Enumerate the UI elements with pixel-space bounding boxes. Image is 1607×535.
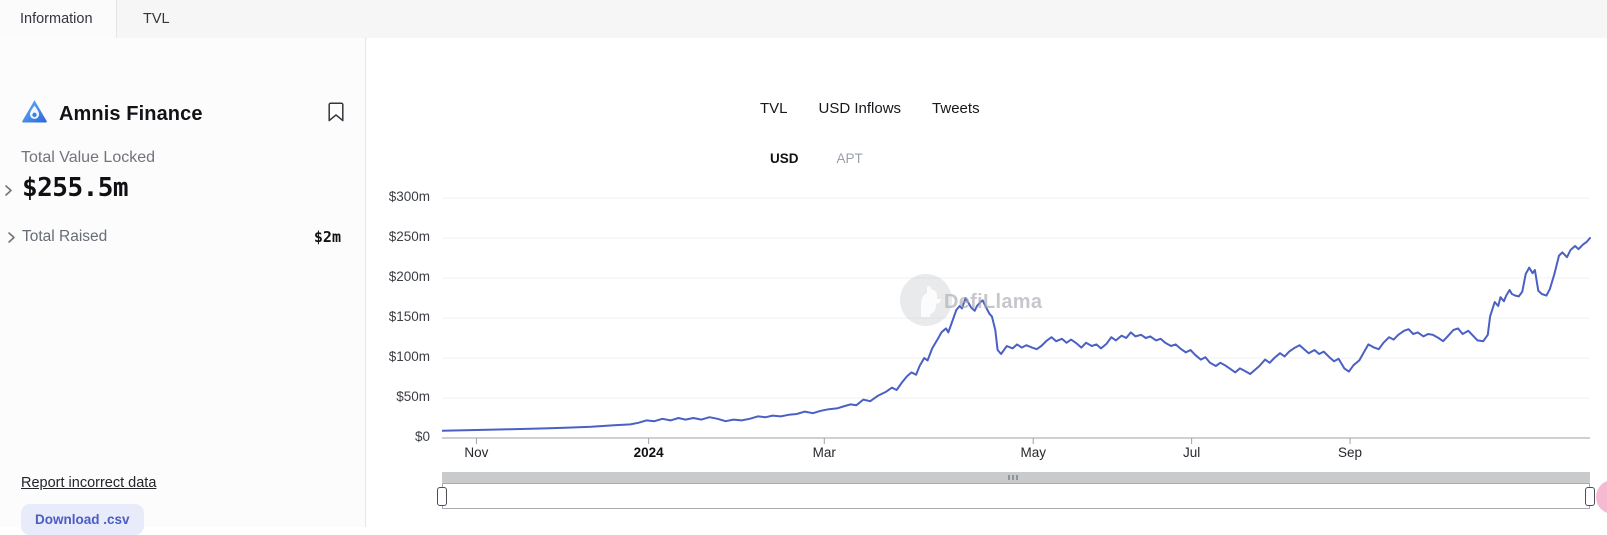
tab-information[interactable]: Information <box>0 0 117 38</box>
datazoom-handle-left[interactable] <box>437 487 447 506</box>
y-axis-label: $0 <box>414 429 430 444</box>
datazoom-handle-right[interactable] <box>1585 487 1595 506</box>
tvl-value: $255.5m <box>22 173 129 203</box>
denom-usd[interactable]: USD <box>770 151 799 166</box>
chart-tab-usd-inflows[interactable]: USD Inflows <box>818 100 902 117</box>
x-axis-label: Nov <box>464 445 489 460</box>
denomination-toggle: USD APT <box>770 151 863 166</box>
download-csv-button[interactable]: Download .csv <box>21 504 144 535</box>
datazoom-window[interactable] <box>442 483 1590 509</box>
raised-expand-chevron-icon[interactable] <box>7 231 16 244</box>
protocol-sidebar: Amnis Finance Total Value Locked $255.5m… <box>0 38 366 535</box>
bookmark-icon <box>328 102 344 122</box>
protocol-logo-icon <box>21 98 48 130</box>
chart-tab-tvl[interactable]: TVL <box>760 100 788 117</box>
tvl-line-series <box>442 237 1591 432</box>
x-axis-label: Jul <box>1183 445 1201 460</box>
tvl-label: Total Value Locked <box>21 149 156 166</box>
chart-tabs: TVL USD Inflows Tweets <box>760 100 980 117</box>
report-incorrect-data-link[interactable]: Report incorrect data <box>21 475 157 491</box>
tab-tvl[interactable]: TVL <box>143 0 170 38</box>
chart-tab-tweets[interactable]: Tweets <box>932 100 980 117</box>
feedback-fab[interactable] <box>1596 480 1607 514</box>
protocol-title: Amnis Finance <box>59 102 203 125</box>
y-axis-label: $150m <box>388 309 430 324</box>
y-axis-label: $100m <box>388 349 430 364</box>
y-axis-label: $250m <box>388 229 430 244</box>
tab-tvl-label: TVL <box>143 11 170 27</box>
protocol-header: Amnis Finance <box>21 98 203 130</box>
y-axis-label: $50m <box>396 389 430 404</box>
x-axis-label: Mar <box>812 445 836 460</box>
bookmark-button[interactable] <box>327 102 345 124</box>
topnav: Information TVL <box>0 0 1607 39</box>
total-raised-value: $2m <box>313 228 341 246</box>
total-raised-label: Total Raised <box>22 228 108 245</box>
chart-panel: TVL USD Inflows Tweets USD APT <box>367 38 1607 527</box>
x-axis-label: May <box>1020 445 1046 460</box>
y-axis-label: $300m <box>388 189 430 204</box>
tvl-chart[interactable] <box>442 188 1592 445</box>
tab-information-label: Information <box>20 11 93 27</box>
datazoom-grip[interactable] <box>1008 475 1018 480</box>
x-axis-label: Sep <box>1338 445 1363 460</box>
denom-apt[interactable]: APT <box>836 151 863 166</box>
y-axis-label: $200m <box>388 269 430 284</box>
x-axis-label: 2024 <box>633 445 664 460</box>
tvl-expand-chevron-icon[interactable] <box>4 184 13 197</box>
